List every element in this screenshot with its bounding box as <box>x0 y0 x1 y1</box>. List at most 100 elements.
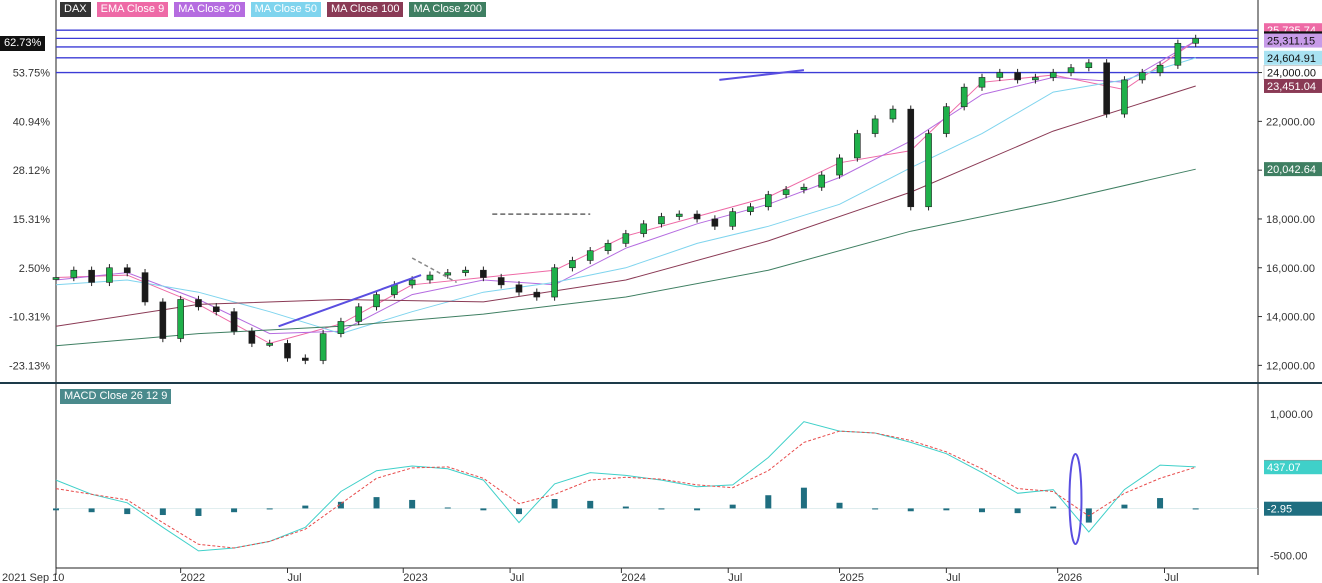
candle-body <box>764 194 772 208</box>
candle-body <box>640 223 647 234</box>
macd-histogram-bar <box>409 499 416 509</box>
x-tick-label: 2024 <box>621 572 645 583</box>
candle-body <box>675 213 683 217</box>
price-label-box <box>1264 33 1322 48</box>
candle-body <box>818 174 826 188</box>
x-tick-label: Jul <box>946 572 960 583</box>
macd-histogram-bar <box>231 508 238 513</box>
candle-body <box>266 343 273 346</box>
candle-body <box>658 216 665 225</box>
x-tick-label: 2021 Sep 10 <box>2 572 64 583</box>
dashed-trend <box>411 257 458 284</box>
left-percent-tick: 15.31% <box>13 214 51 226</box>
legend-ma20[interactable]: MA Close 20 <box>174 2 245 17</box>
macd-histogram-bar <box>765 495 772 509</box>
percent-change-badge: 62.73% <box>0 36 46 51</box>
legend-macd[interactable]: MACD Close 26 12 9 <box>60 389 172 404</box>
candle-body <box>1103 62 1110 115</box>
candle-body <box>497 277 505 286</box>
macd-histogram-bar <box>373 497 380 509</box>
candle-body <box>141 272 149 303</box>
candle-body <box>622 233 630 244</box>
candle-body <box>800 186 808 190</box>
macd-histogram-bar <box>872 508 879 510</box>
left-percent-tick: -10.31% <box>9 312 50 324</box>
x-tick-label: 2026 <box>1058 572 1082 583</box>
candle-body <box>925 133 932 208</box>
candle-body <box>177 299 184 339</box>
macd-histogram-bar <box>622 506 629 509</box>
legend-ma200[interactable]: MA Close 200 <box>409 2 486 17</box>
candle-body <box>195 299 202 308</box>
candle-body <box>871 118 879 134</box>
left-percent-tick: 53.75% <box>13 68 51 80</box>
price-label-text: 25,311.15 <box>1267 36 1315 48</box>
left-percent-tick: 2.50% <box>19 263 50 275</box>
candle-body <box>1032 77 1039 81</box>
macd-histogram-bar <box>658 508 665 510</box>
macd-histogram-bar <box>1157 498 1164 509</box>
macd-price-label-text: -2.95 <box>1267 504 1292 516</box>
macd-histogram-bar <box>159 508 166 516</box>
candle-body <box>782 189 790 195</box>
macd-histogram-bar <box>836 502 843 509</box>
candle-body <box>943 106 950 134</box>
candle-body <box>426 274 434 281</box>
candle-body <box>248 330 256 344</box>
candle-body <box>70 269 78 278</box>
candle-body <box>106 267 113 283</box>
macd-histogram-bar <box>195 508 202 516</box>
macd-price-label-box <box>1264 501 1322 516</box>
candle-body <box>960 86 968 108</box>
macd-histogram-bar <box>1192 508 1199 510</box>
macd-histogram-bar <box>444 507 451 509</box>
candle-body <box>978 77 986 88</box>
candle-body <box>996 72 1004 78</box>
macd-histogram-bar <box>1014 508 1021 514</box>
candle-body <box>907 108 915 208</box>
legend-ma50[interactable]: MA Close 50 <box>250 2 321 17</box>
price-label-text: 24,000.00 <box>1267 68 1316 80</box>
price-label-text: 20,042.64 <box>1267 164 1316 176</box>
series-line <box>55 57 1196 335</box>
left-percent-tick: 28.12% <box>13 165 51 177</box>
left-percent-tick: -23.13% <box>9 360 50 372</box>
candle-body <box>159 301 167 339</box>
legend-ma100[interactable]: MA Close 100 <box>326 2 404 17</box>
candle-body <box>444 272 452 276</box>
candle-body <box>480 269 487 278</box>
price-label-box <box>1264 162 1322 177</box>
macd-histogram-bar <box>978 508 985 513</box>
candle-body <box>373 294 380 308</box>
candle-body <box>355 306 363 322</box>
macd-histogram-bar <box>515 508 522 515</box>
candle-body <box>1192 38 1199 44</box>
candle-body <box>230 311 238 332</box>
candle-body <box>533 291 541 298</box>
macd-histogram-bar <box>729 504 736 509</box>
macd-histogram-bar <box>943 508 950 511</box>
macd-histogram-bar <box>124 508 131 515</box>
candle-body <box>711 218 719 227</box>
macd-histogram-bar <box>1121 504 1128 509</box>
legend-ema9[interactable]: EMA Close 9 <box>96 2 169 17</box>
candle-body <box>337 321 345 334</box>
candle-body <box>604 243 612 251</box>
candle-body <box>1067 67 1075 73</box>
candle-body <box>88 269 95 283</box>
candle-body <box>747 206 754 212</box>
series-line <box>55 40 1196 344</box>
candle-body <box>123 267 131 273</box>
candle-body <box>462 269 469 273</box>
candle-body <box>284 343 291 359</box>
macd-histogram-bar <box>480 508 487 511</box>
x-tick-label: Jul <box>1165 572 1179 583</box>
macd-histogram-bar <box>551 499 558 509</box>
candle-body <box>515 284 523 293</box>
macd-histogram-bar <box>53 508 59 511</box>
price-label-text: 24,604.91 <box>1267 53 1316 65</box>
legend-dax[interactable]: DAX <box>60 2 91 17</box>
candle-body <box>551 267 558 298</box>
macd-y-tick-label: 1,000.00 <box>1270 409 1313 421</box>
y-tick-label: 12,000.00 <box>1266 360 1315 372</box>
